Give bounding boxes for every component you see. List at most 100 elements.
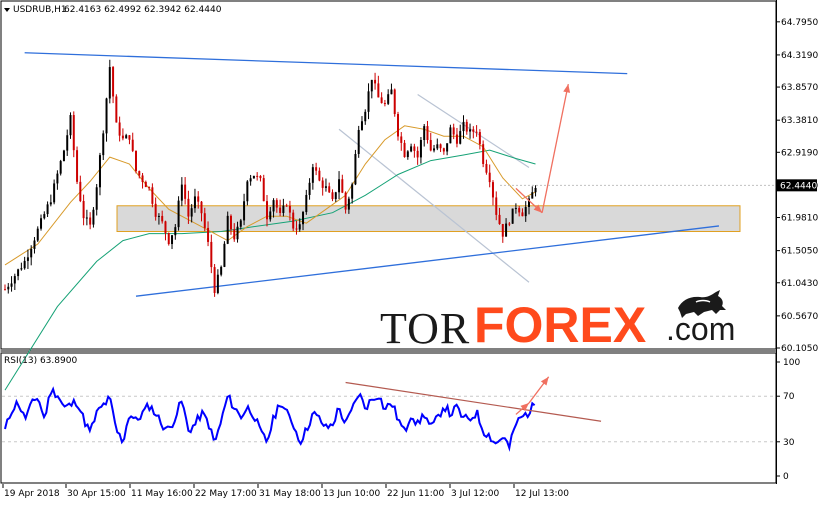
candle (436, 138, 439, 151)
rsi-tick-label: 70 (783, 392, 795, 402)
candle (423, 123, 426, 147)
time-tick-label: 3 Jul 12:00 (451, 489, 500, 499)
candle (419, 137, 422, 164)
candle (508, 222, 511, 227)
candle (377, 75, 380, 98)
candle (171, 234, 174, 250)
candle (292, 209, 295, 232)
candle (505, 218, 508, 237)
trendline-1[interactable] (135, 225, 720, 297)
candle (351, 182, 354, 204)
price-panel[interactable] (0, 0, 777, 350)
candle (216, 269, 219, 295)
time-tick-label: 30 Apr 15:00 (67, 489, 126, 499)
forecast-arrow-1[interactable] (541, 83, 571, 213)
candle (184, 177, 187, 205)
candle (357, 125, 360, 158)
candle (98, 152, 101, 196)
candle (95, 184, 98, 216)
time-tick-label: 31 May 18:00 (259, 489, 321, 499)
symbol-header[interactable]: USDRUB,H1 62.4163 62.4992 62.3942 62.444… (4, 5, 222, 15)
dropdown-triangle-icon[interactable] (4, 8, 10, 12)
rsi-axis: 100 70 30 0 (776, 358, 800, 482)
candle (56, 170, 59, 190)
candle (413, 143, 416, 158)
candle (406, 150, 409, 160)
candle (262, 174, 265, 202)
candle (288, 200, 291, 221)
candle (180, 177, 183, 207)
candle (318, 167, 321, 182)
rsi-tick-label: 30 (783, 438, 795, 448)
candle (465, 119, 468, 135)
candle (40, 214, 43, 231)
candle (485, 159, 488, 175)
rsi-line (4, 386, 536, 452)
candle (449, 124, 452, 144)
candle (459, 124, 462, 145)
candle (338, 171, 341, 200)
candle (501, 223, 504, 243)
candle (498, 207, 501, 225)
candle (164, 220, 167, 241)
candle (269, 206, 272, 222)
candle (439, 143, 442, 153)
time-tick-label: 13 Jun 10:00 (323, 489, 380, 499)
candle (197, 191, 200, 209)
candle (272, 198, 275, 218)
candle (30, 245, 33, 266)
candle (256, 172, 259, 181)
candle (131, 132, 134, 153)
trendline-0[interactable] (24, 52, 628, 75)
candle (344, 191, 347, 214)
candle (23, 256, 26, 270)
candle (416, 146, 419, 165)
rsi-level-lines (2, 395, 776, 443)
candle (7, 283, 10, 294)
candles (4, 59, 537, 297)
channel-line-1[interactable] (338, 128, 530, 283)
trendlines (24, 52, 720, 297)
rsi-arrow-0[interactable] (515, 402, 530, 415)
symbol-name: USDRUB,H1 (13, 5, 67, 15)
price-tick-label: 62.9190 (781, 148, 818, 158)
candle (354, 149, 357, 186)
time-tick-label: 12 Jul 13:00 (515, 489, 569, 499)
rsi-tick-label: 0 (783, 472, 789, 482)
price-tick-label: 61.9810 (781, 214, 818, 224)
candle (252, 175, 255, 179)
candle (311, 163, 314, 190)
price-tick-label: 60.5670 (781, 312, 818, 322)
candle (452, 123, 455, 140)
candle (239, 218, 242, 230)
candle (174, 223, 177, 240)
time-tick-label: 11 May 16:00 (131, 489, 193, 499)
rsi-tick-label: 100 (783, 358, 800, 368)
watermark-com: .com (666, 311, 735, 347)
candle (295, 220, 298, 235)
candle (59, 159, 62, 176)
forecast-arrow-0[interactable] (515, 187, 543, 214)
candle (141, 172, 144, 189)
candle (138, 170, 141, 179)
price-tick-label: 64.7950 (781, 18, 818, 28)
candle (108, 59, 111, 104)
candle (243, 193, 246, 226)
rsi-arrow-1[interactable] (528, 376, 550, 404)
candle (478, 129, 481, 150)
candle (89, 212, 92, 230)
rsi-panel[interactable] (0, 352, 777, 484)
candle (10, 276, 13, 292)
candle (4, 284, 6, 291)
candle (315, 162, 318, 176)
candle (488, 164, 491, 188)
candle (334, 191, 337, 202)
candle (259, 175, 262, 182)
candle (177, 196, 180, 231)
candle (469, 123, 472, 139)
rsi-trendline[interactable] (345, 381, 602, 422)
candle (187, 190, 190, 224)
candle (364, 109, 367, 125)
candle (17, 268, 20, 281)
